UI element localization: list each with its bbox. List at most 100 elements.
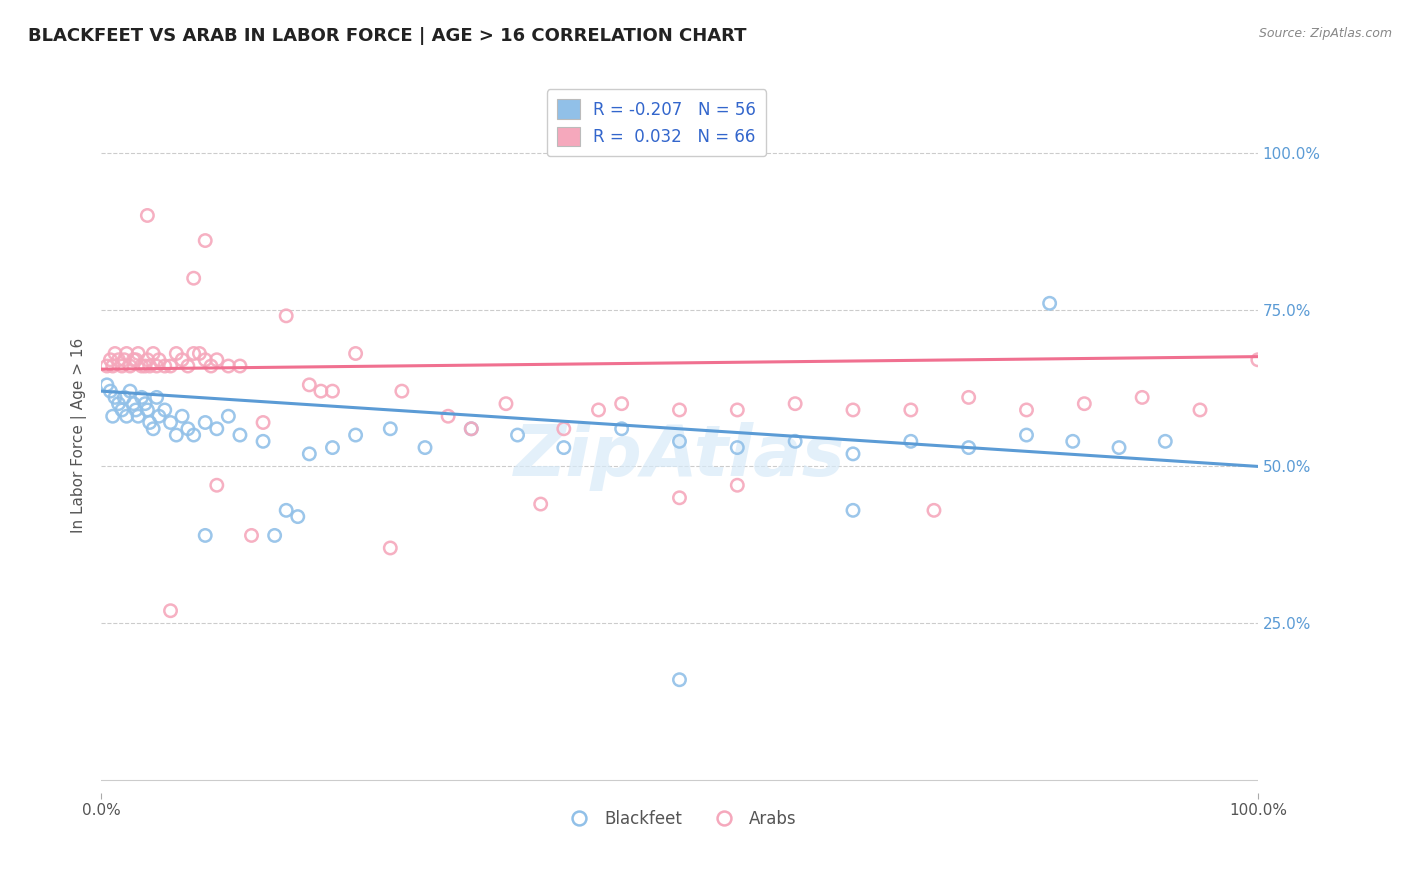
Point bbox=[104, 391, 127, 405]
Point bbox=[460, 422, 482, 436]
Y-axis label: In Labor Force | Age > 16: In Labor Force | Age > 16 bbox=[72, 337, 87, 533]
Point bbox=[194, 234, 217, 248]
Point bbox=[842, 447, 865, 461]
Point bbox=[1015, 403, 1038, 417]
Point bbox=[200, 359, 222, 373]
Point bbox=[122, 397, 145, 411]
Point bbox=[159, 359, 181, 373]
Point bbox=[842, 403, 865, 417]
Point bbox=[668, 673, 690, 687]
Point bbox=[287, 509, 309, 524]
Point bbox=[142, 422, 165, 436]
Point bbox=[437, 409, 460, 424]
Point bbox=[252, 434, 274, 449]
Point bbox=[391, 384, 413, 398]
Point bbox=[321, 384, 343, 398]
Point bbox=[112, 352, 135, 367]
Point bbox=[1154, 434, 1177, 449]
Point bbox=[229, 428, 252, 442]
Point bbox=[553, 422, 575, 436]
Point bbox=[118, 384, 141, 398]
Point bbox=[298, 447, 321, 461]
Point bbox=[553, 441, 575, 455]
Point bbox=[900, 434, 922, 449]
Point bbox=[183, 346, 205, 360]
Point bbox=[380, 541, 402, 555]
Point bbox=[165, 346, 187, 360]
Point bbox=[111, 403, 134, 417]
Point bbox=[842, 503, 865, 517]
Point bbox=[668, 434, 690, 449]
Point bbox=[344, 428, 367, 442]
Point bbox=[153, 359, 176, 373]
Point bbox=[153, 403, 176, 417]
Point bbox=[785, 434, 807, 449]
Point bbox=[922, 503, 945, 517]
Point bbox=[145, 359, 167, 373]
Point bbox=[159, 604, 181, 618]
Point bbox=[125, 352, 148, 367]
Point bbox=[309, 384, 332, 398]
Point bbox=[344, 346, 367, 360]
Point bbox=[115, 409, 138, 424]
Point bbox=[104, 346, 127, 360]
Point bbox=[217, 359, 239, 373]
Point bbox=[1073, 397, 1095, 411]
Point bbox=[217, 409, 239, 424]
Point bbox=[100, 384, 122, 398]
Point bbox=[148, 409, 170, 424]
Point bbox=[96, 359, 118, 373]
Point bbox=[957, 391, 980, 405]
Point bbox=[205, 352, 228, 367]
Point bbox=[183, 271, 205, 285]
Point bbox=[252, 416, 274, 430]
Point bbox=[115, 346, 138, 360]
Point bbox=[101, 409, 124, 424]
Point bbox=[1039, 296, 1062, 310]
Point bbox=[125, 403, 148, 417]
Point bbox=[138, 359, 160, 373]
Point bbox=[1062, 434, 1084, 449]
Point bbox=[588, 403, 610, 417]
Point bbox=[725, 441, 748, 455]
Point bbox=[183, 428, 205, 442]
Point bbox=[111, 359, 134, 373]
Point bbox=[380, 422, 402, 436]
Point bbox=[785, 397, 807, 411]
Point bbox=[668, 491, 690, 505]
Point bbox=[107, 352, 129, 367]
Point bbox=[610, 422, 633, 436]
Legend: Blackfeet, Arabs: Blackfeet, Arabs bbox=[555, 803, 803, 834]
Point bbox=[177, 422, 200, 436]
Point bbox=[1188, 403, 1211, 417]
Point bbox=[165, 428, 187, 442]
Point bbox=[725, 478, 748, 492]
Point bbox=[145, 391, 167, 405]
Point bbox=[177, 359, 200, 373]
Point bbox=[159, 416, 181, 430]
Point bbox=[530, 497, 553, 511]
Point bbox=[205, 478, 228, 492]
Point bbox=[668, 403, 690, 417]
Point bbox=[131, 391, 153, 405]
Point bbox=[107, 397, 129, 411]
Point bbox=[172, 352, 194, 367]
Point bbox=[298, 377, 321, 392]
Point bbox=[194, 528, 217, 542]
Point bbox=[1108, 441, 1130, 455]
Point bbox=[276, 309, 298, 323]
Point bbox=[100, 352, 122, 367]
Point bbox=[96, 377, 118, 392]
Point bbox=[240, 528, 263, 542]
Point bbox=[460, 422, 482, 436]
Point bbox=[1130, 391, 1153, 405]
Point bbox=[118, 359, 141, 373]
Point bbox=[112, 391, 135, 405]
Point bbox=[127, 409, 149, 424]
Point bbox=[900, 403, 922, 417]
Point bbox=[229, 359, 252, 373]
Point bbox=[101, 359, 124, 373]
Point bbox=[136, 403, 159, 417]
Point bbox=[506, 428, 529, 442]
Point bbox=[263, 528, 285, 542]
